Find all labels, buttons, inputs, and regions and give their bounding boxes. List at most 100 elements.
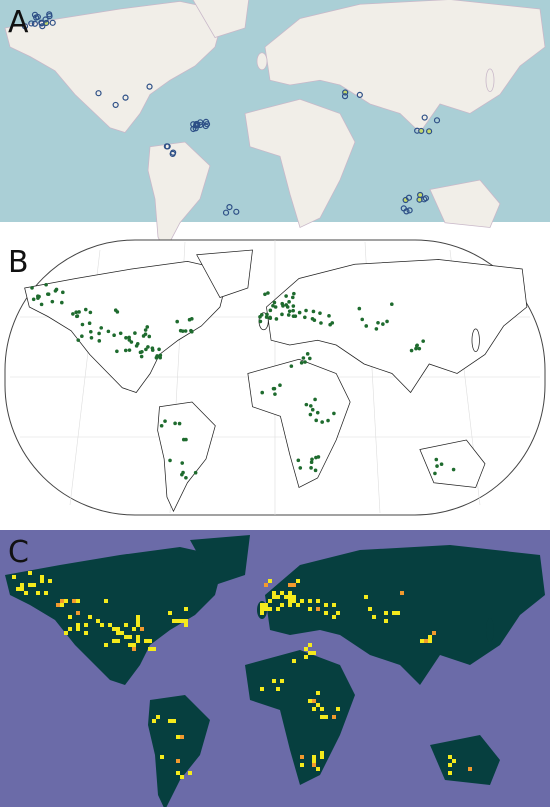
point <box>451 467 456 472</box>
point <box>384 611 388 615</box>
point <box>276 687 280 691</box>
point <box>409 348 414 353</box>
point <box>360 317 365 322</box>
panel-label: B <box>8 245 29 280</box>
point <box>417 346 422 351</box>
point <box>96 619 100 623</box>
point <box>112 627 116 631</box>
point <box>163 419 167 423</box>
point <box>264 603 268 607</box>
point <box>268 579 272 583</box>
point <box>46 11 53 18</box>
point <box>320 715 324 719</box>
point <box>193 470 198 475</box>
point <box>259 313 264 317</box>
point <box>263 292 267 297</box>
point <box>435 464 439 468</box>
point <box>124 623 128 627</box>
point <box>143 328 148 332</box>
point <box>405 194 413 201</box>
point <box>160 755 164 759</box>
point <box>422 195 430 202</box>
point <box>428 635 432 639</box>
point <box>148 647 152 651</box>
point <box>176 771 180 775</box>
point <box>273 305 278 309</box>
observation-points <box>21 11 441 216</box>
point <box>300 599 304 603</box>
point <box>381 322 385 326</box>
point <box>368 607 372 611</box>
point <box>272 591 276 595</box>
point <box>312 699 316 703</box>
point <box>150 348 155 352</box>
point <box>140 350 144 354</box>
point <box>324 715 328 719</box>
point <box>433 117 441 124</box>
point <box>448 763 452 767</box>
point <box>40 575 44 579</box>
point <box>328 322 332 327</box>
point <box>30 286 34 290</box>
point <box>74 310 78 314</box>
point <box>127 335 131 340</box>
point <box>187 317 192 322</box>
point <box>180 735 184 739</box>
point <box>280 603 284 607</box>
point <box>152 647 156 651</box>
point <box>327 314 331 318</box>
point <box>415 343 419 348</box>
point <box>184 607 188 611</box>
point <box>284 595 288 599</box>
point <box>116 639 120 643</box>
point <box>28 20 35 27</box>
point <box>194 121 201 128</box>
point <box>274 317 279 321</box>
point <box>288 599 292 603</box>
point <box>97 339 102 343</box>
point <box>376 320 380 325</box>
point <box>132 643 136 647</box>
point <box>184 475 188 480</box>
point <box>315 410 320 415</box>
point <box>134 344 139 348</box>
point <box>341 93 349 100</box>
point <box>291 308 295 313</box>
point <box>268 308 273 313</box>
point <box>122 94 129 101</box>
point <box>77 310 81 314</box>
point <box>176 759 180 763</box>
point <box>308 643 312 647</box>
point <box>168 458 172 463</box>
point <box>308 699 312 703</box>
point <box>392 611 396 615</box>
point <box>95 90 102 97</box>
point <box>168 719 172 723</box>
point <box>56 603 60 607</box>
point <box>291 304 296 308</box>
point <box>136 619 140 623</box>
point <box>332 615 336 619</box>
point <box>421 339 425 343</box>
point <box>320 751 324 755</box>
point <box>176 735 180 739</box>
point <box>68 627 72 631</box>
point <box>124 635 128 639</box>
point <box>180 461 185 465</box>
point <box>288 583 292 587</box>
point <box>180 775 184 779</box>
point <box>272 300 277 305</box>
point <box>278 383 282 387</box>
point <box>357 306 362 311</box>
point <box>89 329 93 334</box>
point <box>280 312 284 317</box>
point <box>308 412 313 417</box>
point <box>296 603 300 607</box>
panel-label: C <box>8 535 29 570</box>
point <box>268 599 272 603</box>
point <box>403 208 410 215</box>
point <box>421 114 428 121</box>
point <box>312 763 316 767</box>
point <box>97 331 101 336</box>
